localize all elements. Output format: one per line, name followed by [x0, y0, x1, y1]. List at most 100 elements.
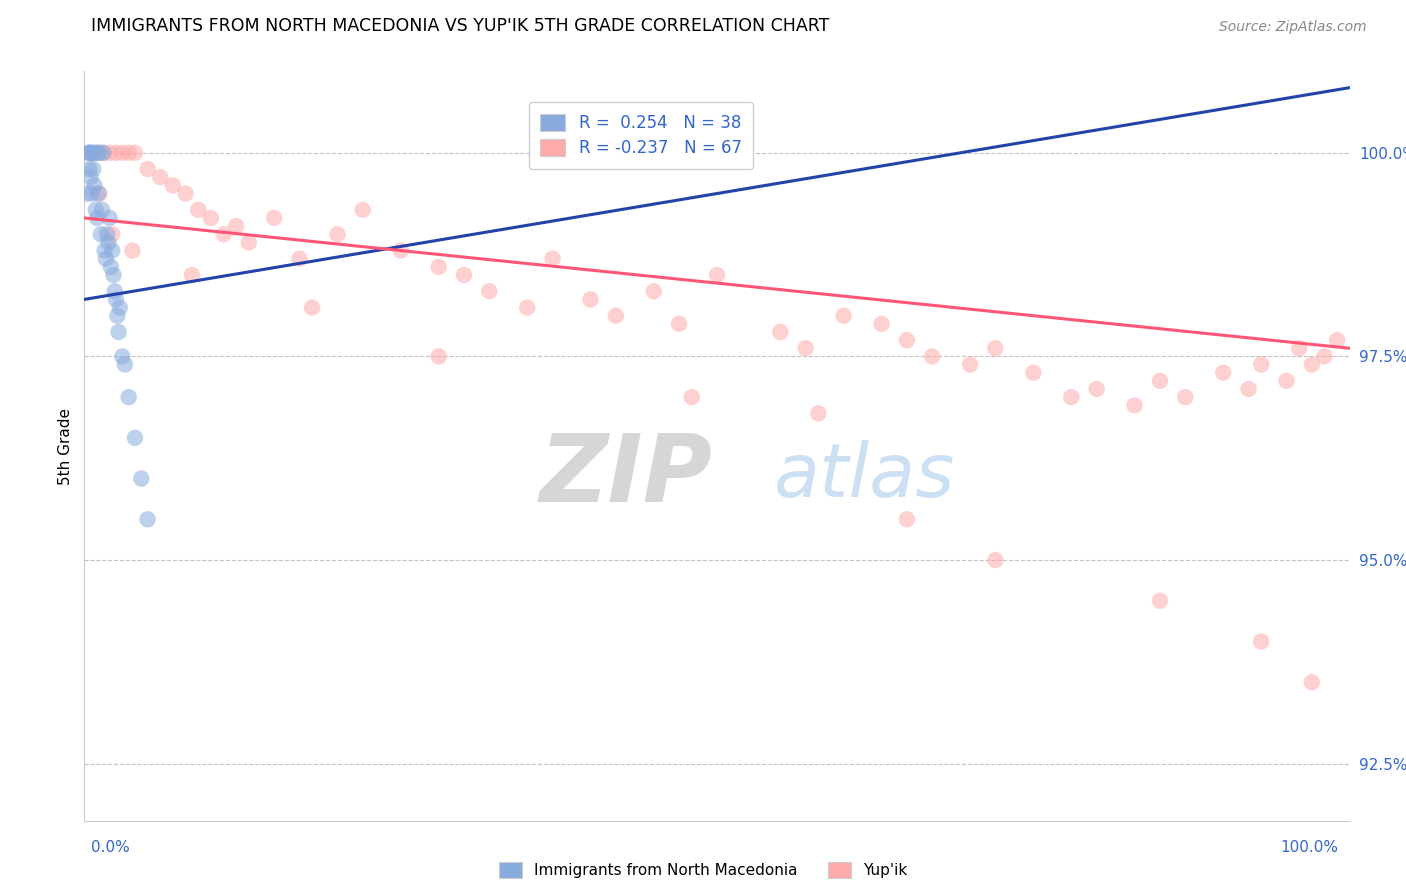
Point	[605, 309, 627, 323]
Point	[180, 268, 204, 282]
Point	[681, 390, 703, 404]
Text: 0.0%: 0.0%	[91, 840, 131, 855]
Point	[86, 145, 108, 160]
Y-axis label: 5th Grade: 5th Grade	[58, 408, 73, 484]
Point	[1301, 675, 1323, 690]
Point	[832, 309, 855, 323]
Point	[101, 227, 124, 242]
Point	[111, 350, 134, 364]
Point	[1149, 374, 1171, 388]
Text: 100.0%: 100.0%	[1281, 840, 1339, 855]
Point	[301, 301, 323, 315]
Point	[1085, 382, 1108, 396]
Point	[98, 211, 121, 225]
Point	[263, 211, 285, 225]
Point	[541, 252, 564, 266]
Point	[89, 186, 111, 201]
Point	[80, 145, 103, 160]
Point	[111, 145, 134, 160]
Point	[79, 162, 101, 177]
Point	[124, 431, 146, 445]
Point	[200, 211, 222, 225]
Point	[97, 235, 120, 250]
Point	[1288, 341, 1310, 355]
Point	[427, 260, 450, 274]
Point	[107, 325, 129, 339]
Point	[288, 252, 311, 266]
Point	[1313, 350, 1336, 364]
Point	[921, 350, 943, 364]
Point	[76, 186, 98, 201]
Point	[326, 227, 349, 242]
Point	[225, 219, 247, 233]
Point	[769, 325, 792, 339]
Point	[80, 186, 103, 201]
Point	[1275, 374, 1298, 388]
Point	[389, 244, 412, 258]
Point	[87, 186, 110, 201]
Point	[1149, 593, 1171, 607]
Point	[79, 145, 103, 160]
Text: Source: ZipAtlas.com: Source: ZipAtlas.com	[1219, 21, 1367, 34]
Legend: R =  0.254   N = 38, R = -0.237   N = 67: R = 0.254 N = 38, R = -0.237 N = 67	[529, 103, 754, 169]
Point	[93, 145, 115, 160]
Point	[77, 145, 100, 160]
Point	[101, 244, 124, 258]
Point	[579, 293, 602, 307]
Point	[352, 202, 374, 217]
Point	[238, 235, 260, 250]
Point	[98, 145, 121, 160]
Point	[136, 512, 159, 526]
Point	[896, 512, 918, 526]
Point	[1174, 390, 1197, 404]
Point	[1123, 398, 1146, 412]
Point	[79, 145, 103, 160]
Point	[93, 145, 115, 160]
Point	[187, 202, 209, 217]
Point	[478, 285, 501, 299]
Point	[105, 145, 127, 160]
Point	[870, 317, 893, 331]
Point	[149, 170, 172, 185]
Point	[1237, 382, 1260, 396]
Point	[896, 333, 918, 347]
Point	[959, 358, 981, 372]
Point	[103, 268, 125, 282]
Text: atlas: atlas	[775, 440, 956, 512]
Point	[79, 145, 101, 160]
Point	[83, 178, 105, 193]
Point	[453, 268, 475, 282]
Point	[212, 227, 235, 242]
Point	[668, 317, 690, 331]
Point	[124, 145, 146, 160]
Text: ZIP: ZIP	[540, 430, 713, 522]
Point	[114, 358, 136, 372]
Point	[118, 145, 141, 160]
Point	[100, 260, 122, 274]
Point	[90, 227, 112, 242]
Point	[984, 341, 1007, 355]
Point	[1022, 366, 1045, 380]
Point	[1250, 634, 1272, 648]
Point	[82, 162, 104, 177]
Point	[105, 309, 128, 323]
Point	[984, 553, 1007, 567]
Point	[79, 170, 103, 185]
Point	[91, 202, 114, 217]
Point	[104, 285, 127, 299]
Point	[516, 301, 538, 315]
Point	[162, 178, 184, 193]
Point	[93, 244, 115, 258]
Point	[94, 252, 117, 266]
Point	[118, 390, 141, 404]
Point	[86, 211, 108, 225]
Point	[89, 145, 111, 160]
Point	[86, 145, 108, 160]
Point	[83, 145, 105, 160]
Point	[794, 341, 817, 355]
Point	[1301, 358, 1323, 372]
Point	[1250, 358, 1272, 372]
Point	[1326, 333, 1348, 347]
Point	[706, 268, 728, 282]
Point	[108, 301, 131, 315]
